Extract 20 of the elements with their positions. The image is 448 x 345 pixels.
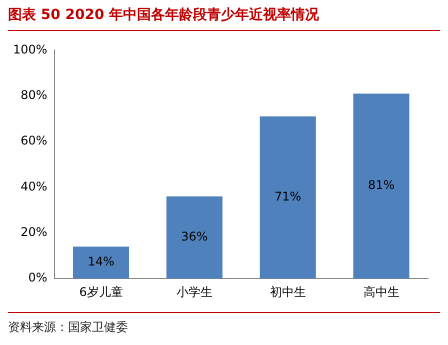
x-tick-label: 高中生 [363, 284, 400, 299]
chart-title: 图表 50 2020 年中国各年龄段青少年近视率情况 [8, 6, 440, 31]
data-label: 36% [181, 230, 208, 244]
bar [72, 246, 130, 279]
y-tick-label: 40% [20, 179, 48, 194]
text: 资料来源：国家卫健委 [8, 312, 440, 336]
bar [353, 94, 410, 279]
bar [166, 196, 222, 279]
data-label: 81% [368, 178, 395, 192]
y-tick-label: 100% [12, 42, 48, 56]
y-tick-label: 20% [20, 225, 48, 240]
y-tick-label: 0% [28, 270, 48, 285]
y-tick-label: 60% [20, 134, 48, 148]
x-tick-label: 6岁儿童 [79, 284, 123, 299]
x-tick-label: 初中生 [270, 284, 306, 299]
data-label: 71% [274, 190, 302, 204]
bar [260, 116, 316, 279]
x-tick-label: 小学生 [176, 284, 212, 299]
y-tick-label: 80% [20, 88, 48, 102]
data-label: 14% [88, 254, 114, 269]
